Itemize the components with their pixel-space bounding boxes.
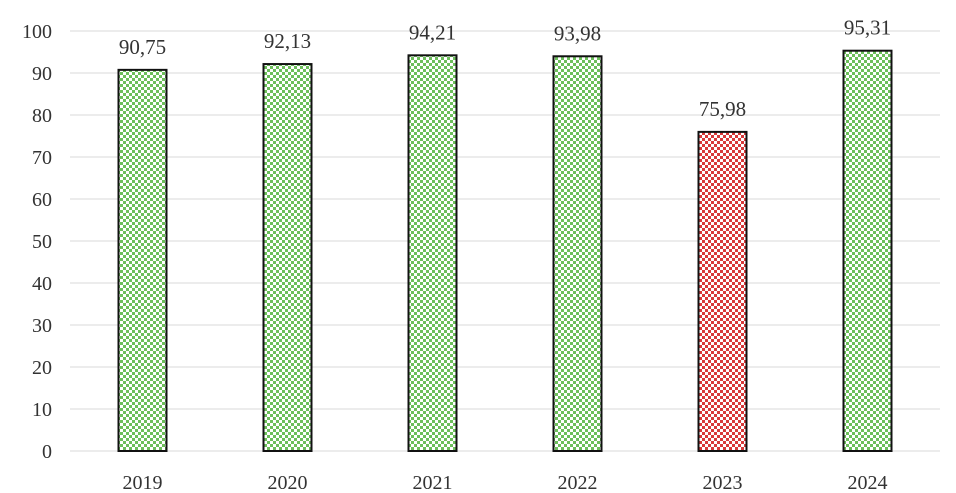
y-tick-label: 10 [32,399,52,421]
x-tick-label: 2024 [848,472,888,493]
y-axis: 0 10 20 30 40 50 60 70 80 90 100 [22,21,52,463]
bar-2020 [262,63,313,453]
x-tick-label: 2023 [703,472,743,493]
x-tick-label: 2019 [123,472,163,493]
bar-2024 [842,49,893,452]
y-tick-label: 0 [42,441,52,463]
x-tick-label: 2022 [558,472,598,493]
bar-2022 [552,55,603,453]
gridlines [70,30,940,410]
y-tick-label: 80 [32,105,52,127]
data-label-2024: 95,31 [844,16,891,40]
bar-2023 [697,130,748,452]
data-labels: 90,75 92,13 94,21 93,98 75,98 95,31 [119,16,891,121]
bar-2019 [117,68,168,452]
data-label-2022: 93,98 [554,21,601,45]
bar-2021 [407,54,458,453]
y-tick-label: 70 [32,147,52,169]
bars [117,49,893,453]
data-label-2021: 94,21 [409,20,456,44]
data-label-2020: 92,13 [264,29,311,53]
x-tick-label: 2021 [413,472,453,493]
y-tick-label: 100 [22,21,52,43]
y-tick-label: 90 [32,63,52,85]
y-tick-label: 30 [32,315,52,337]
y-tick-label: 40 [32,273,52,295]
x-axis: 2019 2020 2021 2022 2023 2024 [70,450,940,493]
data-label-2023: 75,98 [699,97,746,121]
y-tick-label: 50 [32,231,52,253]
y-tick-label: 60 [32,189,52,211]
y-tick-label: 20 [32,357,52,379]
data-label-2019: 90,75 [119,35,166,59]
x-tick-label: 2020 [268,472,308,493]
